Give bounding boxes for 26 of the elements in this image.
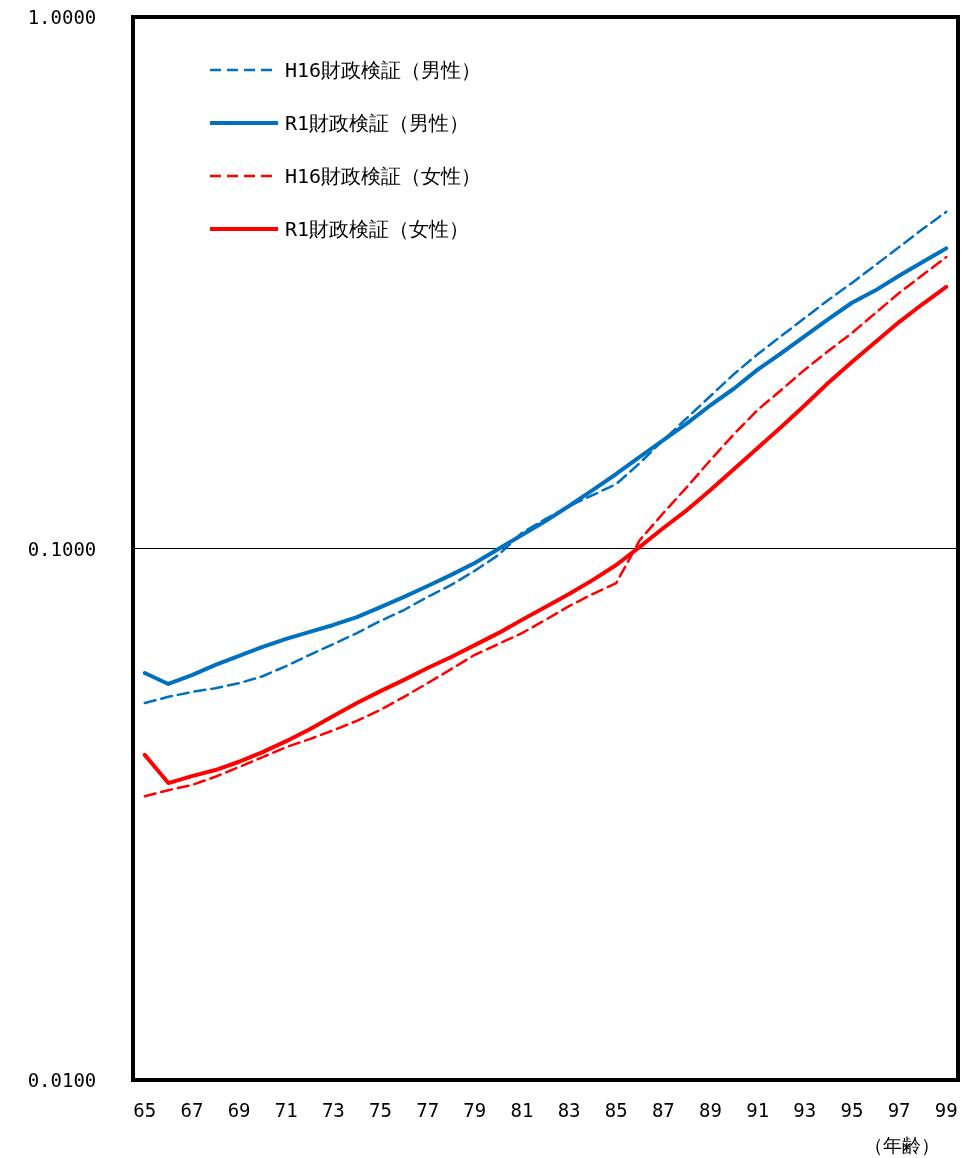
x-tick-label: 97 [887, 1099, 911, 1121]
legend-label: H16財政検証（男性） [285, 58, 482, 82]
x-tick-label: 67 [180, 1099, 204, 1121]
x-tick-label: 79 [463, 1099, 487, 1121]
x-tick-label: 73 [321, 1099, 345, 1121]
x-tick-label: 91 [746, 1099, 770, 1121]
legend-label: R1財政検証（男性） [285, 111, 470, 135]
legend-label: R1財政検証（女性） [285, 217, 470, 241]
y-tick-label: 0.0100 [27, 1069, 97, 1091]
y-tick-label: 0.1000 [27, 537, 97, 560]
x-tick-label: 77 [416, 1099, 440, 1121]
x-tick-label: 83 [557, 1099, 581, 1121]
x-tick-label: 71 [274, 1099, 298, 1121]
x-tick-label: 81 [510, 1099, 534, 1121]
x-tick-label: 99 [934, 1099, 958, 1121]
y-tick-label: 1.0000 [27, 6, 97, 28]
x-tick-label: 65 [133, 1099, 157, 1121]
x-tick-label: 75 [369, 1099, 392, 1121]
legend-label: H16財政検証（女性） [285, 164, 482, 188]
x-axis-title: （年齢） [864, 1134, 940, 1156]
x-tick-label: 85 [604, 1099, 628, 1121]
x-tick-label: 89 [699, 1099, 722, 1121]
x-tick-label: 93 [793, 1099, 817, 1121]
x-tick-label: 95 [840, 1099, 864, 1121]
x-tick-label: 69 [227, 1099, 251, 1121]
x-tick-label: 87 [651, 1099, 675, 1121]
